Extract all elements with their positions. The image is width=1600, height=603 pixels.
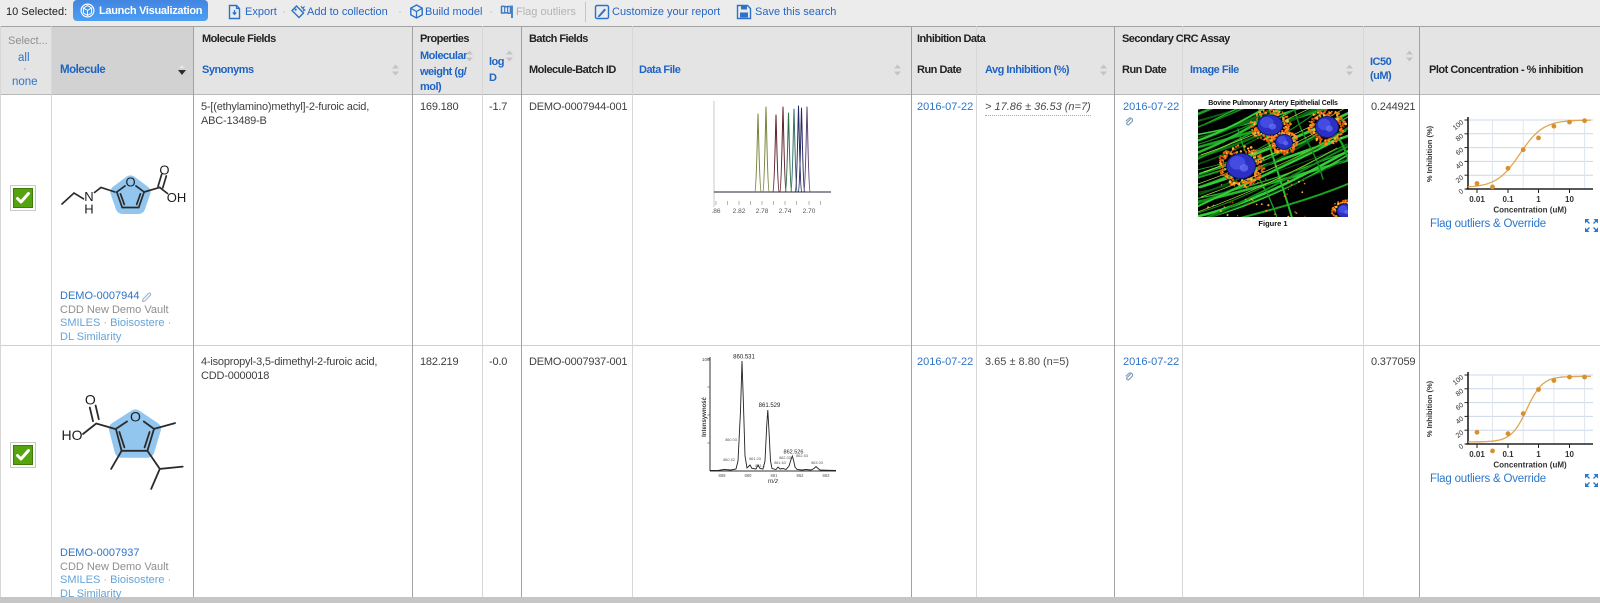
svg-text:861.3: 861.3 [755, 464, 765, 468]
svg-text:N: N [84, 189, 93, 204]
svg-text:2.78: 2.78 [756, 208, 769, 215]
svg-text:861.63: 861.63 [774, 461, 786, 465]
svg-text:862.53: 862.53 [796, 454, 808, 458]
svg-text:% Inhibition (%): % Inhibition (%) [1425, 380, 1434, 437]
svg-text:0.01: 0.01 [1469, 450, 1485, 459]
svg-text:0: 0 [1458, 443, 1466, 451]
svg-text:10: 10 [1565, 450, 1574, 459]
svg-text:100: 100 [702, 357, 710, 362]
svg-text:Concentration (uM): Concentration (uM) [1493, 461, 1567, 470]
svg-text:2.70: 2.70 [803, 208, 816, 215]
svg-text:O: O [159, 163, 169, 178]
svg-text:O: O [130, 409, 141, 425]
svg-text:O: O [85, 392, 96, 408]
svg-text:% Inhibition (%): % Inhibition (%) [1425, 125, 1434, 182]
svg-text:60: 60 [1455, 402, 1466, 412]
svg-text:863.03: 863.03 [811, 461, 823, 465]
svg-text:862.03: 862.03 [779, 456, 791, 460]
svg-text:Intensywność: Intensywność [702, 397, 708, 437]
svg-text:2.74: 2.74 [779, 208, 792, 215]
svg-text:861.529: 861.529 [759, 403, 781, 409]
svg-text:Concentration (uM): Concentration (uM) [1493, 206, 1567, 215]
svg-text:863: 863 [823, 473, 831, 478]
svg-text:861: 861 [771, 473, 779, 478]
svg-text:.86: .86 [711, 208, 720, 215]
svg-text:860.03: 860.03 [725, 438, 737, 442]
svg-text:100: 100 [1452, 374, 1466, 387]
svg-text:40: 40 [1455, 161, 1466, 171]
svg-text:H: H [84, 202, 93, 217]
svg-text:860.52: 860.52 [723, 458, 735, 462]
svg-text:100: 100 [1452, 119, 1466, 132]
svg-text:O: O [126, 175, 136, 190]
svg-text:10: 10 [1565, 195, 1574, 204]
svg-text:60: 60 [1455, 147, 1466, 157]
svg-text:859: 859 [719, 473, 727, 478]
svg-text:0.1: 0.1 [1502, 450, 1514, 459]
svg-text:862: 862 [797, 473, 805, 478]
svg-text:20: 20 [1455, 174, 1466, 184]
svg-text:OH: OH [167, 190, 187, 205]
svg-text:80: 80 [1455, 388, 1466, 398]
svg-text:0: 0 [1458, 188, 1466, 196]
svg-text:0.01: 0.01 [1469, 195, 1485, 204]
svg-text:1: 1 [1536, 195, 1541, 204]
svg-text:40: 40 [1455, 416, 1466, 426]
svg-text:862.526: 862.526 [784, 450, 804, 456]
svg-text:HO: HO [62, 427, 83, 443]
svg-text:80: 80 [1455, 133, 1466, 143]
svg-text:1: 1 [1536, 450, 1541, 459]
svg-text:20: 20 [1455, 429, 1466, 439]
svg-text:m/z: m/z [768, 478, 779, 483]
svg-text:2.82: 2.82 [733, 208, 746, 215]
svg-text:860.531: 860.531 [733, 355, 755, 361]
svg-text:860: 860 [745, 473, 753, 478]
svg-text:0.1: 0.1 [1502, 195, 1514, 204]
svg-text:861.03: 861.03 [749, 457, 761, 461]
